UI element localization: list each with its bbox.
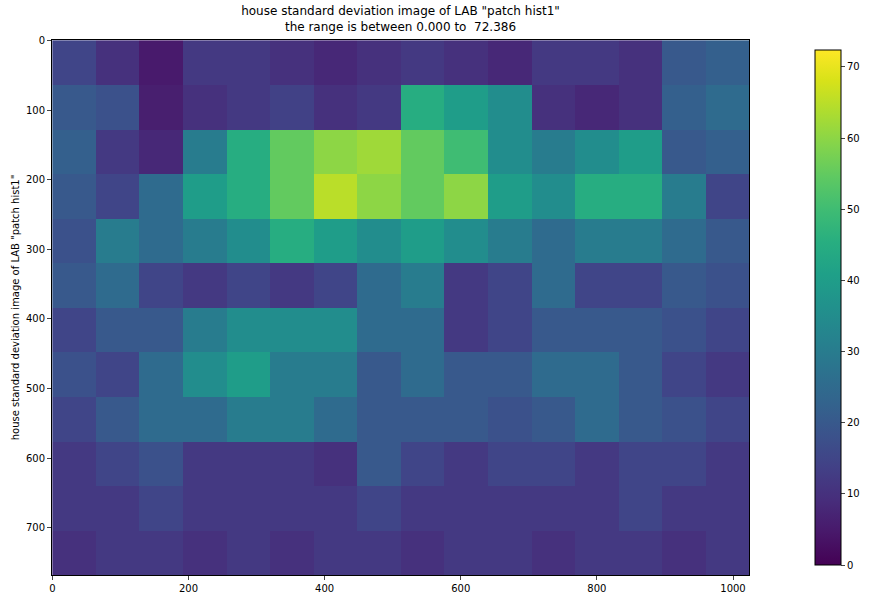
svg-text:50: 50: [847, 204, 860, 215]
svg-text:200: 200: [179, 583, 198, 594]
svg-text:30: 30: [847, 346, 860, 357]
svg-text:400: 400: [315, 583, 334, 594]
svg-text:0: 0: [847, 560, 853, 571]
svg-text:60: 60: [847, 133, 860, 144]
svg-text:600: 600: [26, 453, 45, 464]
svg-text:0: 0: [39, 35, 45, 46]
svg-text:400: 400: [26, 313, 45, 324]
svg-text:700: 700: [26, 522, 45, 533]
svg-text:40: 40: [847, 275, 860, 286]
svg-text:house standard deviation image: house standard deviation image of LAB "p…: [241, 4, 560, 34]
svg-text:800: 800: [587, 583, 606, 594]
svg-text:20: 20: [847, 417, 860, 428]
svg-text:70: 70: [847, 61, 860, 72]
svg-text:house standard deviation image: house standard deviation image of LAB "p…: [10, 175, 21, 441]
svg-text:600: 600: [451, 583, 470, 594]
svg-text:0: 0: [49, 583, 55, 594]
svg-text:10: 10: [847, 488, 860, 499]
svg-text:1000: 1000: [720, 583, 745, 594]
svg-text:200: 200: [26, 174, 45, 185]
svg-text:100: 100: [26, 105, 45, 116]
svg-text:300: 300: [26, 244, 45, 255]
svg-text:500: 500: [26, 383, 45, 394]
